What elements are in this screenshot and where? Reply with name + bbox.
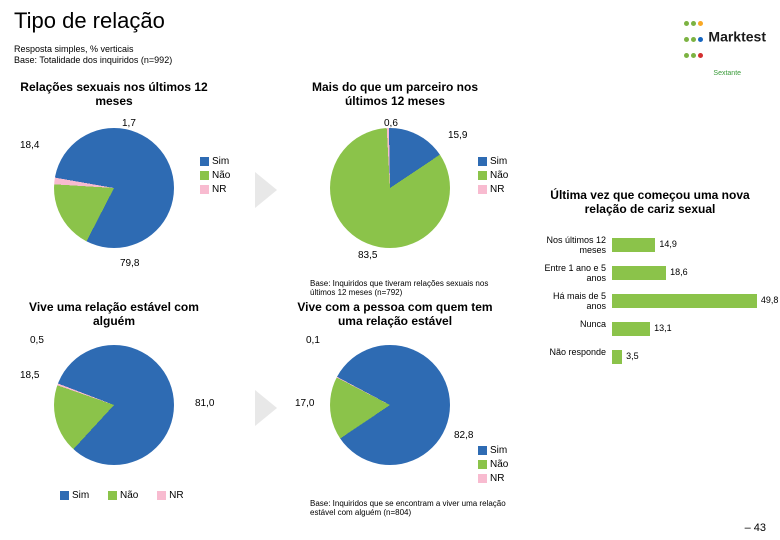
bar — [612, 350, 622, 364]
barchart-title: Última vez que começou uma nova relação … — [540, 188, 760, 217]
bar-value: 13,1 — [654, 323, 672, 333]
bar-label: Nunca — [542, 320, 606, 330]
logo: Marktest Sextante — [683, 14, 766, 78]
bar-value: 14,9 — [659, 239, 677, 249]
pie1 — [54, 128, 174, 248]
pie2-title: Mais do que um parceiro nos últimos 12 m… — [290, 80, 500, 109]
pie3-label-nao: 18,5 — [20, 370, 39, 381]
bar-label: Entre 1 ano e 5 anos — [542, 264, 606, 284]
pie3-legend: Sim Não NR — [60, 490, 200, 501]
pie4-label-sim: 82,8 — [454, 430, 473, 441]
bar — [612, 322, 650, 336]
arrow-1 — [255, 172, 277, 208]
arrow-2 — [255, 390, 277, 426]
pie1-title: Relações sexuais nos últimos 12 meses — [14, 80, 214, 109]
page-title: Tipo de relação — [14, 8, 165, 34]
pie4 — [330, 345, 450, 465]
bar-label: Não responde — [542, 348, 606, 358]
pie1-label-nao: 18,4 — [20, 140, 39, 151]
pie2-label-sim: 15,9 — [448, 130, 467, 141]
bar-value: 49,8 — [761, 295, 779, 305]
pie1-label-sim: 79,8 — [120, 258, 139, 269]
pie4-base: Base: Inquiridos que se encontram a vive… — [310, 500, 520, 518]
pie1-legend: Sim Não NR — [200, 156, 230, 198]
pie2-label-nao: 83,5 — [358, 250, 377, 261]
bar — [612, 266, 666, 280]
pie1-label-nr: 1,7 — [122, 118, 136, 129]
pie4-label-nr: 0,1 — [306, 335, 320, 346]
pie2-label-nr: 0,6 — [384, 118, 398, 129]
pie4-label-nao: 17,0 — [295, 398, 314, 409]
bar — [612, 294, 757, 308]
subtitle-2: Base: Totalidade dos inquiridos (n=992) — [14, 55, 172, 65]
bar-label: Nos últimos 12 meses — [542, 236, 606, 256]
pie4-legend: Sim Não NR — [478, 445, 508, 487]
bar — [612, 238, 655, 252]
logo-dots — [683, 14, 704, 62]
pie3-label-sim: 81,0 — [195, 398, 214, 409]
page-number: – 43 — [745, 522, 766, 534]
pie3-label-nr: 0,5 — [30, 335, 44, 346]
bar-label: Há mais de 5 anos — [542, 292, 606, 312]
pie2-base: Base: Inquiridos que tiveram relações se… — [310, 280, 510, 298]
subtitle-1: Resposta simples, % verticais — [14, 44, 134, 54]
bar-value: 18,6 — [670, 267, 688, 277]
pie3-title: Vive uma relação estável com alguém — [14, 300, 214, 329]
logo-text: Marktest — [708, 29, 766, 45]
pie2-legend: Sim Não NR — [478, 156, 508, 198]
bar-value: 3,5 — [626, 351, 639, 361]
pie4-title: Vive com a pessoa com quem tem uma relaç… — [290, 300, 500, 329]
pie2 — [330, 128, 450, 248]
logo-subtext: Sextante — [713, 70, 741, 77]
pie3 — [54, 345, 174, 465]
